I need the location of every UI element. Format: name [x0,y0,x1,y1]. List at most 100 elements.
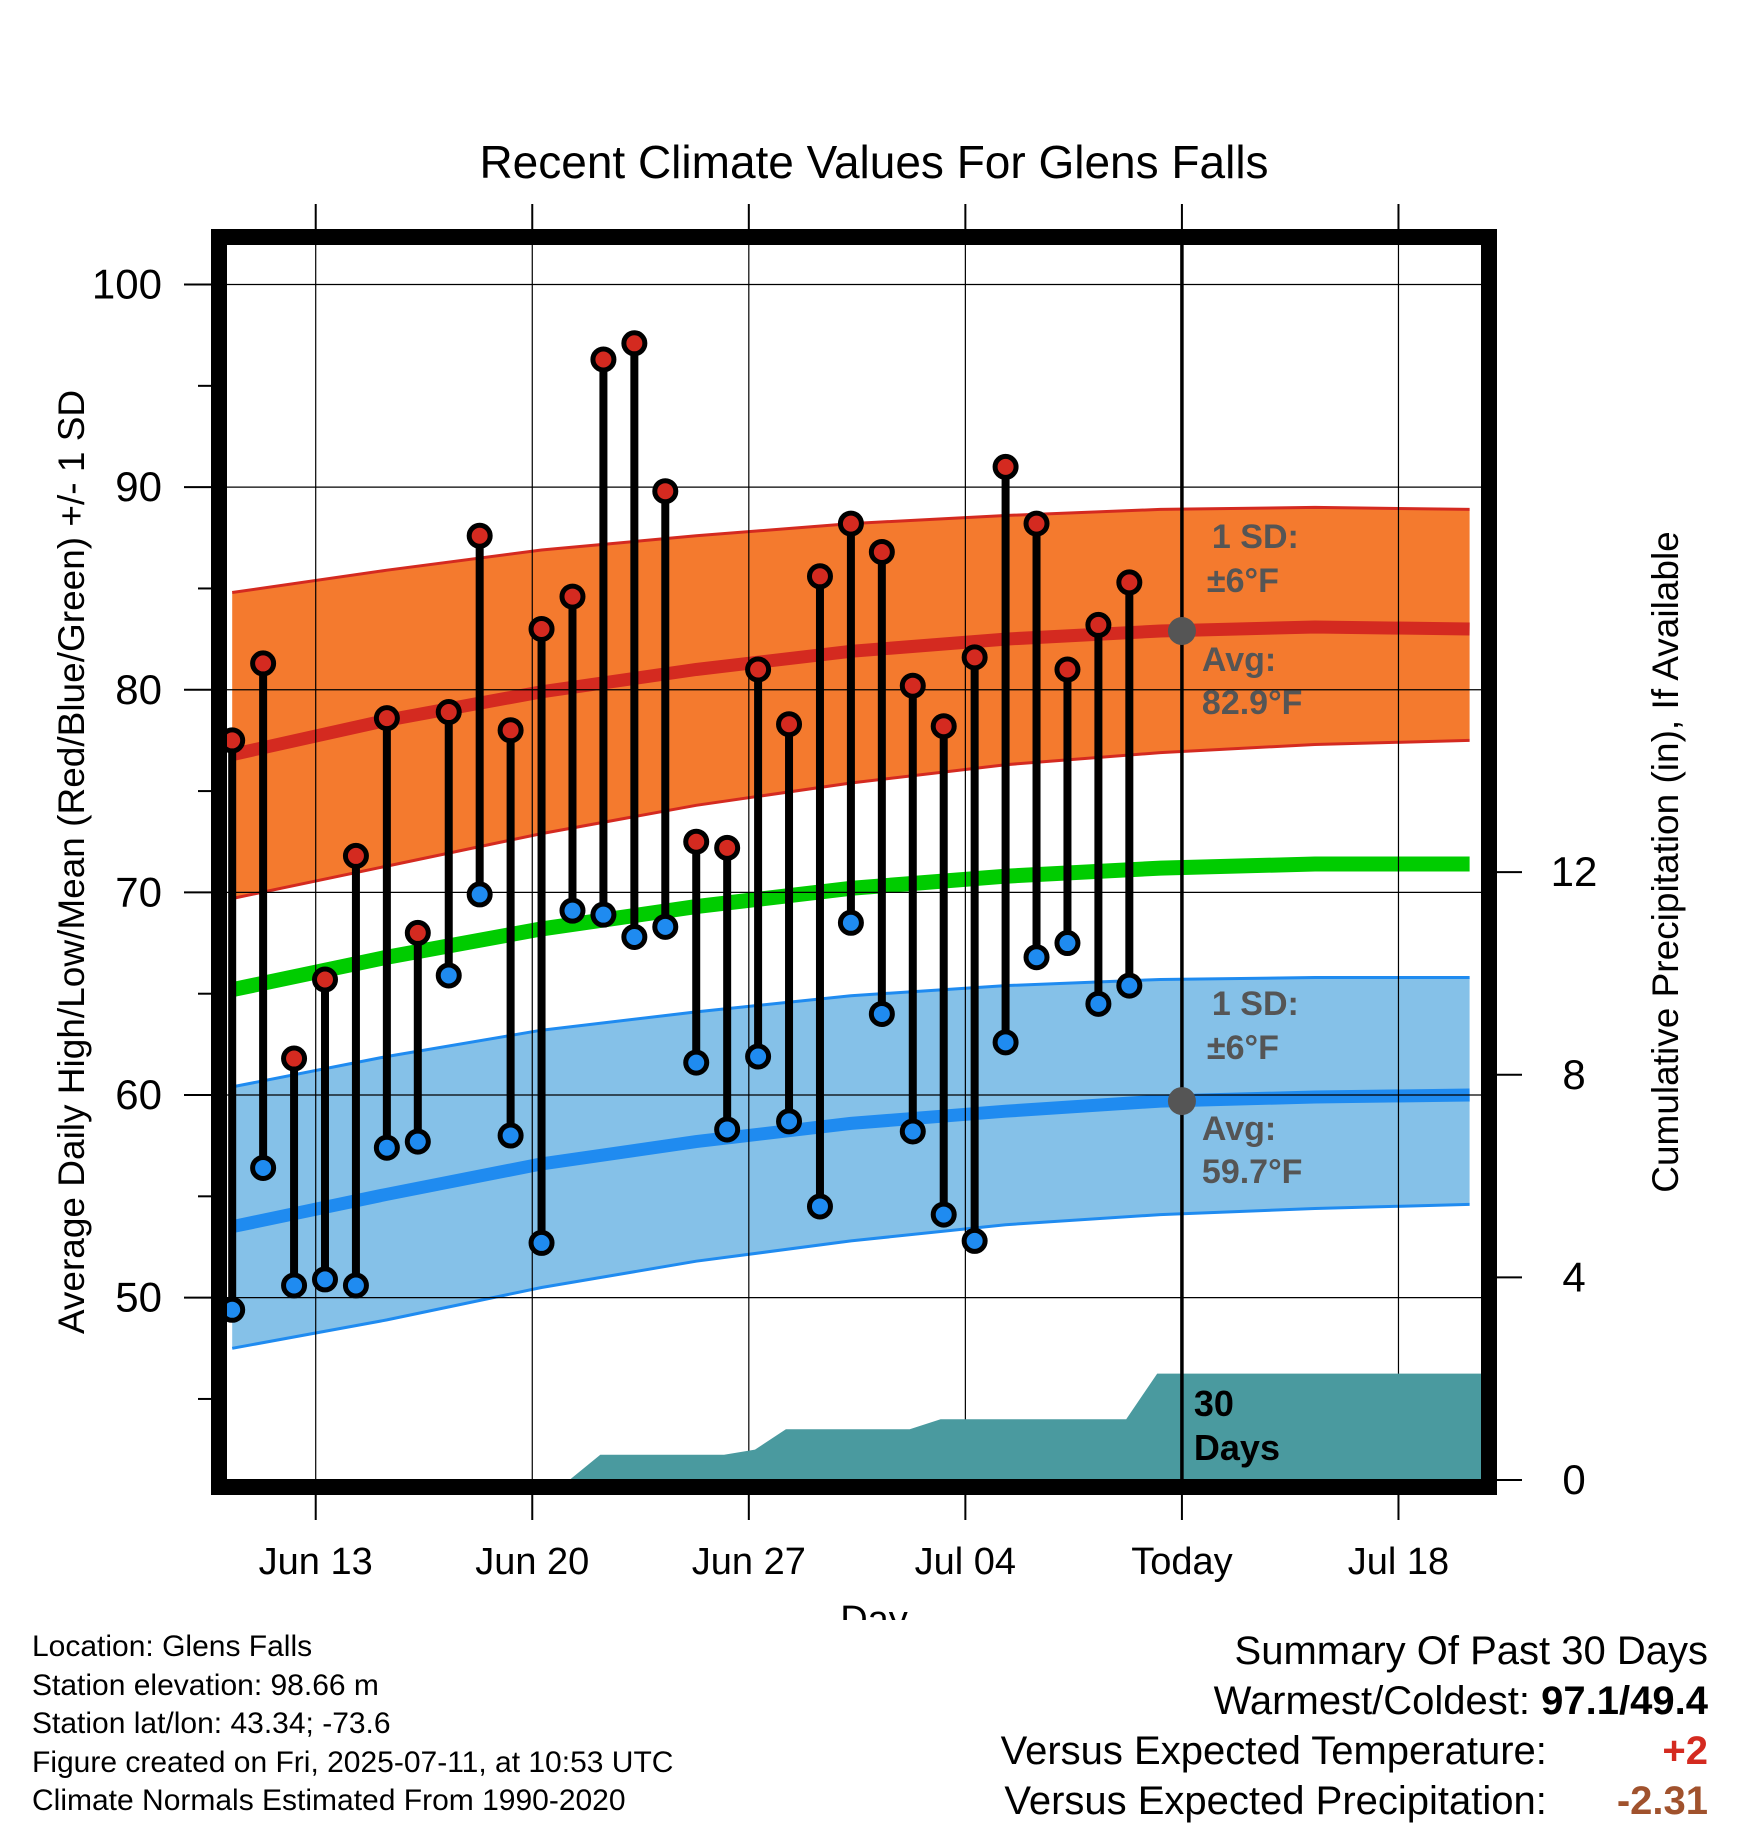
high-sd-label: 1 SD: [1212,518,1299,556]
daily-low-marker [528,1229,555,1256]
y-tick-label: 100 [92,261,162,308]
daily-low-marker [435,962,462,989]
daily-low-marker [992,1029,1019,1056]
daily-high-marker [1116,569,1143,596]
x-tick-label: Jun 27 [692,1541,806,1583]
y2-axis-title: Cumulative Precipitation (in), If Availa… [1645,531,1686,1193]
daily-low-marker [868,1000,895,1027]
temp-value: +2 [1662,1729,1708,1773]
daily-low-marker [559,897,586,924]
daily-high-marker [281,1045,308,1072]
daily-high-marker [311,966,338,993]
daily-low-marker [1023,944,1050,971]
daily-high-marker [1023,510,1050,537]
daily-high-marker [404,919,431,946]
daily-high-marker [250,650,277,677]
daily-low-marker [899,1118,926,1145]
plot-frame [211,229,1497,1495]
y2-tick-label: 4 [1562,1253,1585,1300]
daily-high-marker [1085,611,1112,638]
daily-high-marker [497,717,524,744]
precip-label: Versus Expected Precipitation: [1004,1779,1547,1823]
daily-low-marker [1116,972,1143,999]
daily-low-marker [373,1134,400,1161]
low-avg-label: Avg: [1202,1110,1276,1148]
y-tick-label: 60 [115,1071,162,1118]
created-text: Figure created on Fri, 2025-07-11, at 10… [32,1745,674,1779]
coldest-value: 49.4 [1630,1679,1708,1723]
daily-high-marker [714,834,741,861]
y-tick-label: 50 [115,1274,162,1321]
daily-low-marker [683,1049,710,1076]
daily-low-marker [745,1043,772,1070]
daily-low-marker [404,1128,431,1155]
daily-high-marker [342,842,369,869]
daily-low-marker [497,1122,524,1149]
station-info: Location: Glens Falls Station elevation:… [32,1628,673,1821]
daily-low-marker [837,909,864,936]
daily-low-marker [590,901,617,928]
daily-high-marker [992,453,1019,480]
daily-low-marker [281,1272,308,1299]
precip-area-shape [569,1373,1482,1480]
daily-range-stems [228,343,1134,1310]
warm-cold-values: 97.1/49.4 [1541,1676,1708,1726]
x-tick-label: Jul 18 [1348,1541,1449,1583]
daily-low-marker [806,1193,833,1220]
daily-high-marker [528,615,555,642]
daily-high-marker [837,510,864,537]
daily-low-marker [466,881,493,908]
daily-low-marker [776,1108,803,1135]
x-tick-label: Jun 20 [475,1541,589,1583]
daily-high-marker [899,672,926,699]
low-avg-line [230,1088,1470,1234]
location-text: Location: Glens Falls [32,1630,313,1663]
latlon-text: Station lat/lon: 43.34; -73.6 [32,1707,391,1740]
y-tick-label: 70 [115,868,162,915]
low-avg-dot [1167,1087,1196,1116]
summary-title: Summary Of Past 30 Days [1234,1629,1708,1673]
daily-high-marker [621,330,648,357]
low-avg-value: 59.7°F [1202,1153,1303,1191]
precip-label-line2: Days [1194,1427,1280,1468]
y-tick-label: 90 [115,463,162,510]
daily-high-marker [559,583,586,610]
daily-high-marker [961,644,988,671]
summary-panel: Summary Of Past 30 Days Warmest/Coldest:… [1001,1626,1708,1826]
daily-high-marker [868,538,895,565]
daily-low-marker [652,913,679,940]
daily-low-marker [1085,990,1112,1017]
x-tick-label: Jun 13 [259,1541,373,1583]
precip-value: -2.31 [1616,1779,1708,1823]
warmest-value: 97.1 [1541,1679,1620,1723]
daily-low-marker [311,1266,338,1293]
daily-high-marker [652,478,679,505]
daily-high-marker [590,346,617,373]
daily-high-marker [435,699,462,726]
daily-high-marker [930,713,957,740]
high-avg-dot [1167,617,1196,646]
chart-title: Recent Climate Values For Glens Falls [479,136,1268,188]
daily-markers [219,330,1143,1323]
y2-tick-label: 8 [1562,1051,1585,1098]
daily-high-marker [776,711,803,738]
daily-low-marker [342,1272,369,1299]
daily-low-marker [961,1227,988,1254]
daily-high-marker [466,522,493,549]
low-upper-line [231,976,1470,1089]
chart-annotations: 1 SD: ±6°F Avg: 82.9°F 1 SD: ±6°F Avg: 59.7°F 30… [1167,518,1303,1468]
low-sd-label: 1 SD: [1212,985,1299,1023]
high-avg-value: 82.9°F [1202,684,1303,722]
x-tick-label: Jul 04 [915,1541,1016,1583]
climate-chart: Recent Climate Values For Glens Falls 1 … [51,136,1686,1620]
x-axis-title: Day [840,1599,908,1620]
x-tick-label: Today [1131,1541,1232,1583]
precip-area [569,1373,1482,1480]
daily-high-marker [373,705,400,732]
elevation-text: Station elevation: 98.66 m [32,1668,379,1702]
y-tick-label: 80 [115,666,162,713]
high-avg-label: Avg: [1202,641,1276,679]
warm-cold-separator: / [1619,1679,1631,1723]
summary-temp-row: Versus Expected Temperature: +2 [1001,1726,1708,1776]
daily-high-marker [806,563,833,590]
